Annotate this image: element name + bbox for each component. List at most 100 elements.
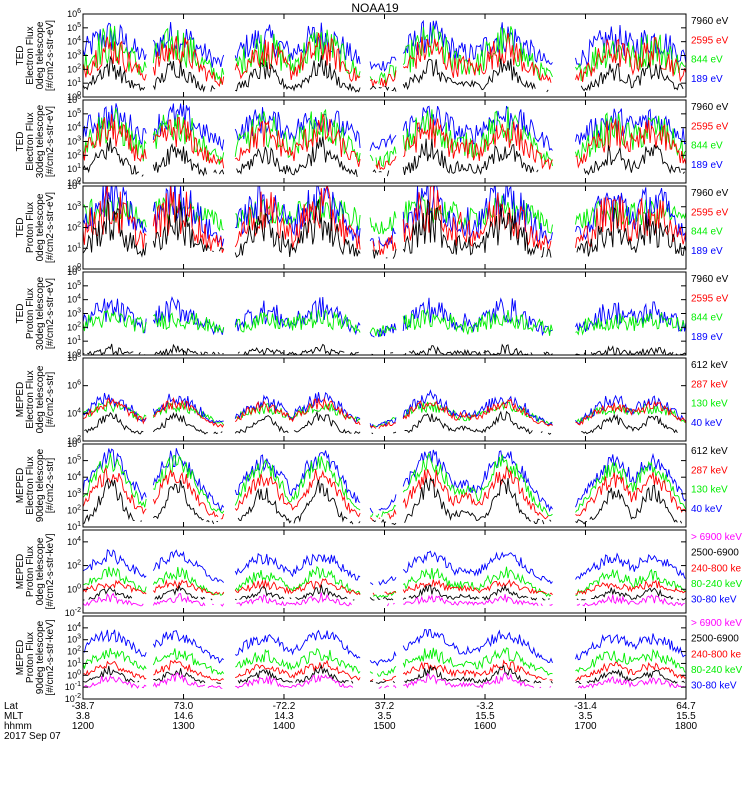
legend-entry: 40 keV xyxy=(691,418,722,429)
y-tick-label: 106 xyxy=(67,8,81,19)
footer-row-label: hhmm xyxy=(4,721,32,732)
panel-series xyxy=(83,186,686,259)
series-green-trace xyxy=(83,452,686,518)
y-tick-label: 101 xyxy=(67,242,81,253)
y-tick-label: 105 xyxy=(67,455,81,466)
footer-lat-value: -38.7 xyxy=(72,701,95,712)
series-magenta-trace xyxy=(83,672,686,689)
series-red-trace xyxy=(83,396,686,429)
footer-date: 2017 Sep 07 xyxy=(4,731,61,742)
series-blue-trace xyxy=(83,296,686,338)
y-tick-label: 104 xyxy=(67,471,81,482)
y-tick-label: 102 xyxy=(67,646,81,657)
legend-entry: 7960 eV xyxy=(691,188,729,199)
y-tick-label: 106 xyxy=(67,266,81,277)
series-black-trace xyxy=(83,478,686,525)
footer-hhmm-value: 1400 xyxy=(273,721,296,732)
series-red-trace xyxy=(83,113,686,171)
y-tick-label: 100 xyxy=(67,91,81,102)
legend-entry: 2500-6900 xyxy=(691,548,739,559)
y-tick-label: 100 xyxy=(67,349,81,360)
footer-mlt-value: 3.5 xyxy=(579,711,593,722)
panel-series xyxy=(83,628,686,689)
y-tick-label: 101 xyxy=(67,657,81,668)
y-tick-label: 103 xyxy=(67,308,81,319)
legend-entry: 7960 eV xyxy=(691,274,729,285)
legend-entry: 130 keV xyxy=(691,399,728,410)
y-tick-label: 10-2 xyxy=(65,693,81,704)
legend-entry: 287 keV xyxy=(691,465,728,476)
legend-entry: 2500-6900 xyxy=(691,634,739,645)
y-tick-label: 102 xyxy=(67,560,81,571)
y-tick-label: 102 xyxy=(67,435,81,446)
panel-ylabel: TEDProton Flux0deg telescope[#/cm2-s-str… xyxy=(15,192,56,263)
panel-series xyxy=(83,19,686,92)
series-blue-trace xyxy=(83,549,686,586)
y-tick-label: 104 xyxy=(67,294,81,305)
series-magenta-trace xyxy=(83,592,685,607)
legend-entry: 844 eV xyxy=(691,55,723,66)
series-black-trace xyxy=(83,198,686,259)
panel-ylabel: TEDElectron Flux0deg telescope[#/cm2-s-s… xyxy=(15,20,56,91)
footer-lat-value: -72.2 xyxy=(273,701,296,712)
panel-series xyxy=(83,389,686,435)
y-tick-label: 104 xyxy=(67,622,81,633)
legend-entry: 80-240 keV xyxy=(691,665,742,676)
footer-hhmm-value: 1500 xyxy=(373,721,396,732)
panel-4: 100 101 102 103 104 105 106 TEDProton Flux30deg… xyxy=(15,266,729,360)
legend-entry: 189 eV xyxy=(691,246,723,257)
panel-ylabel: TEDElectron Flux30deg telescope[#/cm2-s-… xyxy=(15,104,56,178)
footer-row-label: MLT xyxy=(4,711,23,722)
series-blue-trace xyxy=(83,448,686,514)
y-tick-label: 108 xyxy=(67,352,81,363)
series-green-trace xyxy=(83,308,686,337)
legend-entry: > 6900 keV xyxy=(691,532,742,543)
legend-entry: > 6900 keV xyxy=(691,618,742,629)
panel-6: 101 102 103 104 105 106 MEPEDElectron Flux90de… xyxy=(15,438,728,532)
y-tick-label: 101 xyxy=(67,335,81,346)
y-tick-label: 103 xyxy=(67,50,81,61)
y-tick-label: 106 xyxy=(67,94,81,105)
legend-entry: 2595 eV xyxy=(691,293,729,304)
legend-entry: 189 eV xyxy=(691,160,723,171)
footer-mlt-value: 3.8 xyxy=(76,711,90,722)
series-red-trace xyxy=(83,659,686,682)
footer-hhmm-value: 1300 xyxy=(172,721,195,732)
panel-2: 100 101 102 103 104 105 106 TEDElectron Flux30d… xyxy=(15,94,729,188)
legend-entry: 80-240 keV xyxy=(691,579,742,590)
series-red-trace xyxy=(83,578,686,596)
footer-hhmm-value: 1800 xyxy=(675,721,698,732)
legend-entry: 844 eV xyxy=(691,227,723,238)
series-blue-trace xyxy=(83,628,686,667)
y-tick-label: 100 xyxy=(67,263,81,274)
series-green-trace xyxy=(83,647,686,677)
y-tick-label: 106 xyxy=(67,380,81,391)
panel-ylabel: MEPEDElectron Flux90deg telescope[#/cm2-… xyxy=(15,448,56,522)
y-tick-label: 101 xyxy=(67,77,81,88)
y-tick-label: 102 xyxy=(67,504,81,515)
legend-entry: 7960 eV xyxy=(691,102,729,113)
y-tick-label: 102 xyxy=(67,222,81,233)
series-red-trace xyxy=(83,465,686,522)
legend-entry: 7960 eV xyxy=(691,16,729,27)
legend-entry: 2595 eV xyxy=(691,207,729,218)
legend-entry: 287 keV xyxy=(691,379,728,390)
footer-mlt-value: 14.6 xyxy=(174,711,194,722)
panel-3: 100 101 102 103 104 TEDProton Flux0deg telesc… xyxy=(15,180,729,274)
panel-frame xyxy=(82,529,687,614)
y-tick-label: 10-2 xyxy=(65,607,81,618)
footer-mlt-value: 15.5 xyxy=(475,711,495,722)
y-tick-label: 100 xyxy=(67,669,81,680)
footer-hhmm-value: 1600 xyxy=(474,721,497,732)
panel-series xyxy=(83,448,686,524)
panel-ylabel: MEPEDProton Flux90deg telescope[#/cm2-s-… xyxy=(15,619,56,695)
footer-lat-value: 37.2 xyxy=(375,701,395,712)
panel-series xyxy=(83,549,686,607)
y-tick-label: 10-1 xyxy=(65,681,81,692)
legend-entry: 612 keV xyxy=(691,360,728,371)
series-black-trace xyxy=(83,136,685,177)
y-tick-label: 103 xyxy=(67,201,81,212)
y-tick-label: 102 xyxy=(67,63,81,74)
y-tick-label: 104 xyxy=(67,536,81,547)
